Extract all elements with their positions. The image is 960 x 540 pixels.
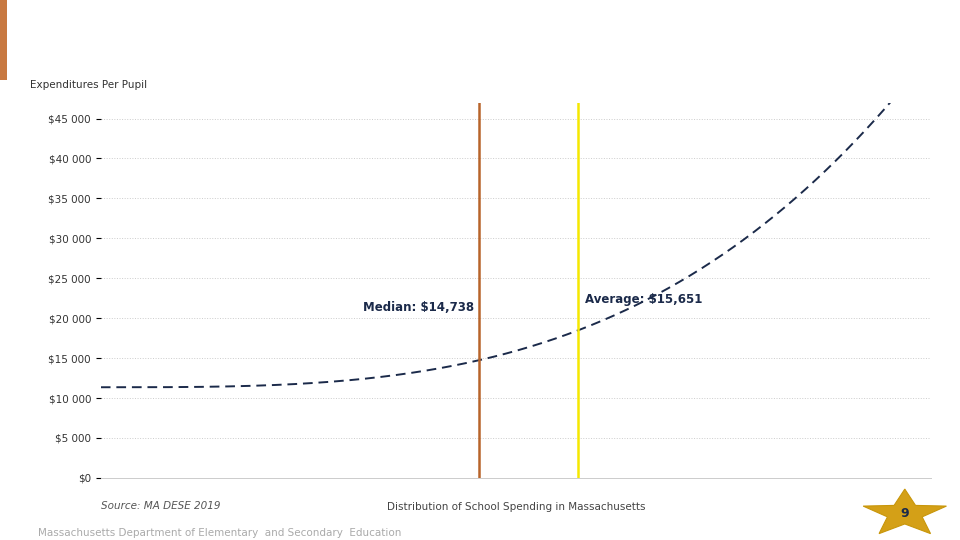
Text: Source: MA DESE 2019: Source: MA DESE 2019 [101,501,220,511]
Text: Average: $15,651: Average: $15,651 [585,293,703,306]
Text: Median: $14,738: Median: $14,738 [363,301,474,314]
Bar [0,0,7,80]
Text: Distribution of School Spending in Massachusetts: Distribution of School Spending in Massa… [387,502,645,512]
Text: 9: 9 [900,507,909,520]
Text: Expenditures Per Pupil: Expenditures Per Pupil [30,80,147,90]
Text: Massachusetts Department of Elementary  and Secondary  Education: Massachusetts Department of Elementary a… [38,528,402,538]
Text: Per pupil spending, by school, in MA (2017-18): Per pupil spending, by school, in MA (20… [16,27,713,53]
Polygon shape [863,489,947,534]
